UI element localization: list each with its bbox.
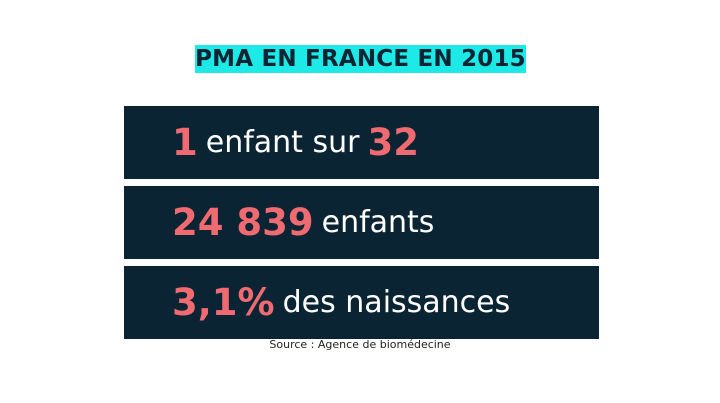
stat-children-value: 24 839 <box>172 201 314 244</box>
source-credit: Source : Agence de biomédecine <box>269 338 451 351</box>
stat-birth-share-label: des naissances <box>282 284 511 320</box>
title-highlight-band <box>195 45 526 73</box>
stat-panel-birth-share: 3,1% des naissances <box>124 266 599 339</box>
stat-birth-share-value: 3,1% <box>172 281 275 324</box>
stat-ratio-denominator: 32 <box>367 121 419 164</box>
page-title: PMA EN FRANCE EN 2015 <box>195 46 526 72</box>
stat-panel-children-count: 24 839 enfants <box>124 186 599 259</box>
stat-children-label: enfants <box>321 204 435 240</box>
stat-panel-ratio: 1 enfant sur 32 <box>124 106 599 179</box>
stat-ratio-text: enfant sur <box>205 124 360 160</box>
stat-ratio-numerator: 1 <box>172 121 198 164</box>
